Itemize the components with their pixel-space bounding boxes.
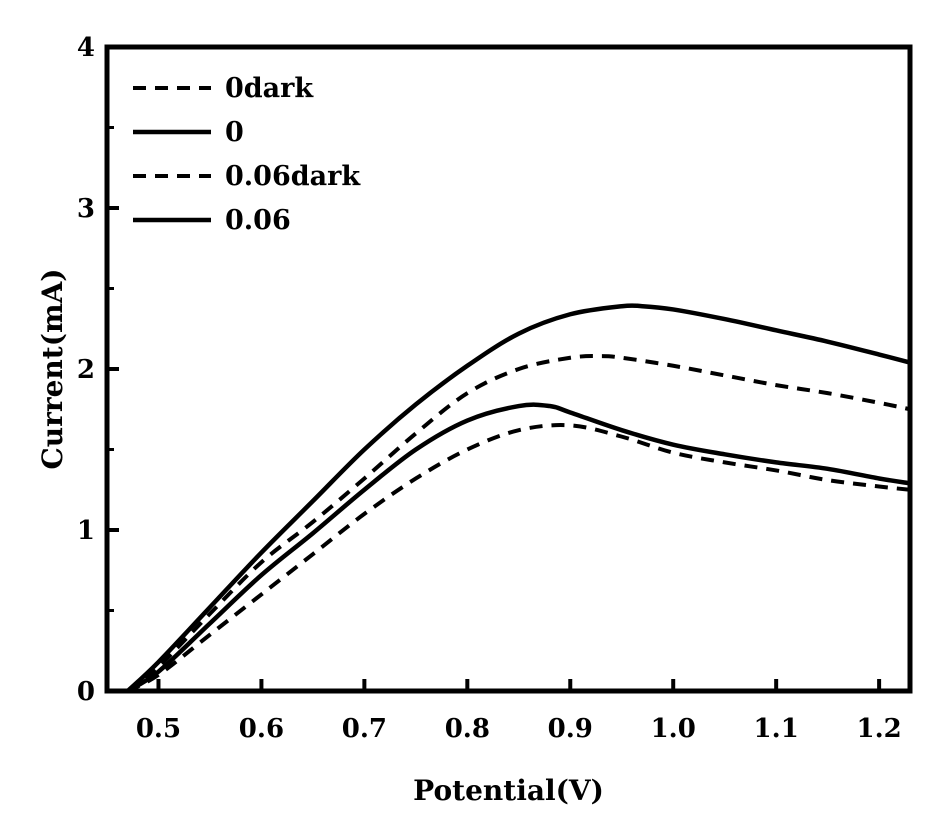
y-tick-label: 2 [77,355,95,385]
legend-label: 0.06 [225,205,291,236]
y-tick-label: 1 [77,516,95,546]
y-axis-title: Current(mA) [36,268,69,469]
legend: 0dark 0 0.06dark 0.06 [133,73,361,236]
x-axis-title: Potential(V) [413,774,604,807]
x-tick-label: 0.6 [239,714,284,744]
x-tick-label: 0.8 [445,714,490,744]
x-tick-label: 1.1 [754,714,799,744]
ticks: 0.5 0.6 0.7 0.8 0.9 1.0 1.1 1.2 0 1 2 3 4 [77,33,902,744]
x-tick-label: 0.9 [548,714,593,744]
y-tick-label: 4 [77,33,95,63]
series-line-0dark [126,423,911,693]
y-tick-label: 0 [77,677,95,707]
legend-label: 0.06dark [225,161,361,192]
legend-label: 0 [225,117,244,148]
legend-label: 0dark [225,73,314,104]
y-tick-label: 3 [77,194,95,224]
series-line-0 [126,402,911,693]
x-tick-label: 1.0 [651,714,696,744]
series-line-0-06 [126,303,911,693]
x-tick-label: 1.2 [856,714,901,744]
x-tick-label: 0.7 [342,714,387,744]
series-line-0-06dark [126,354,911,693]
x-tick-label: 0.5 [136,714,181,744]
plot-lines [126,303,911,693]
